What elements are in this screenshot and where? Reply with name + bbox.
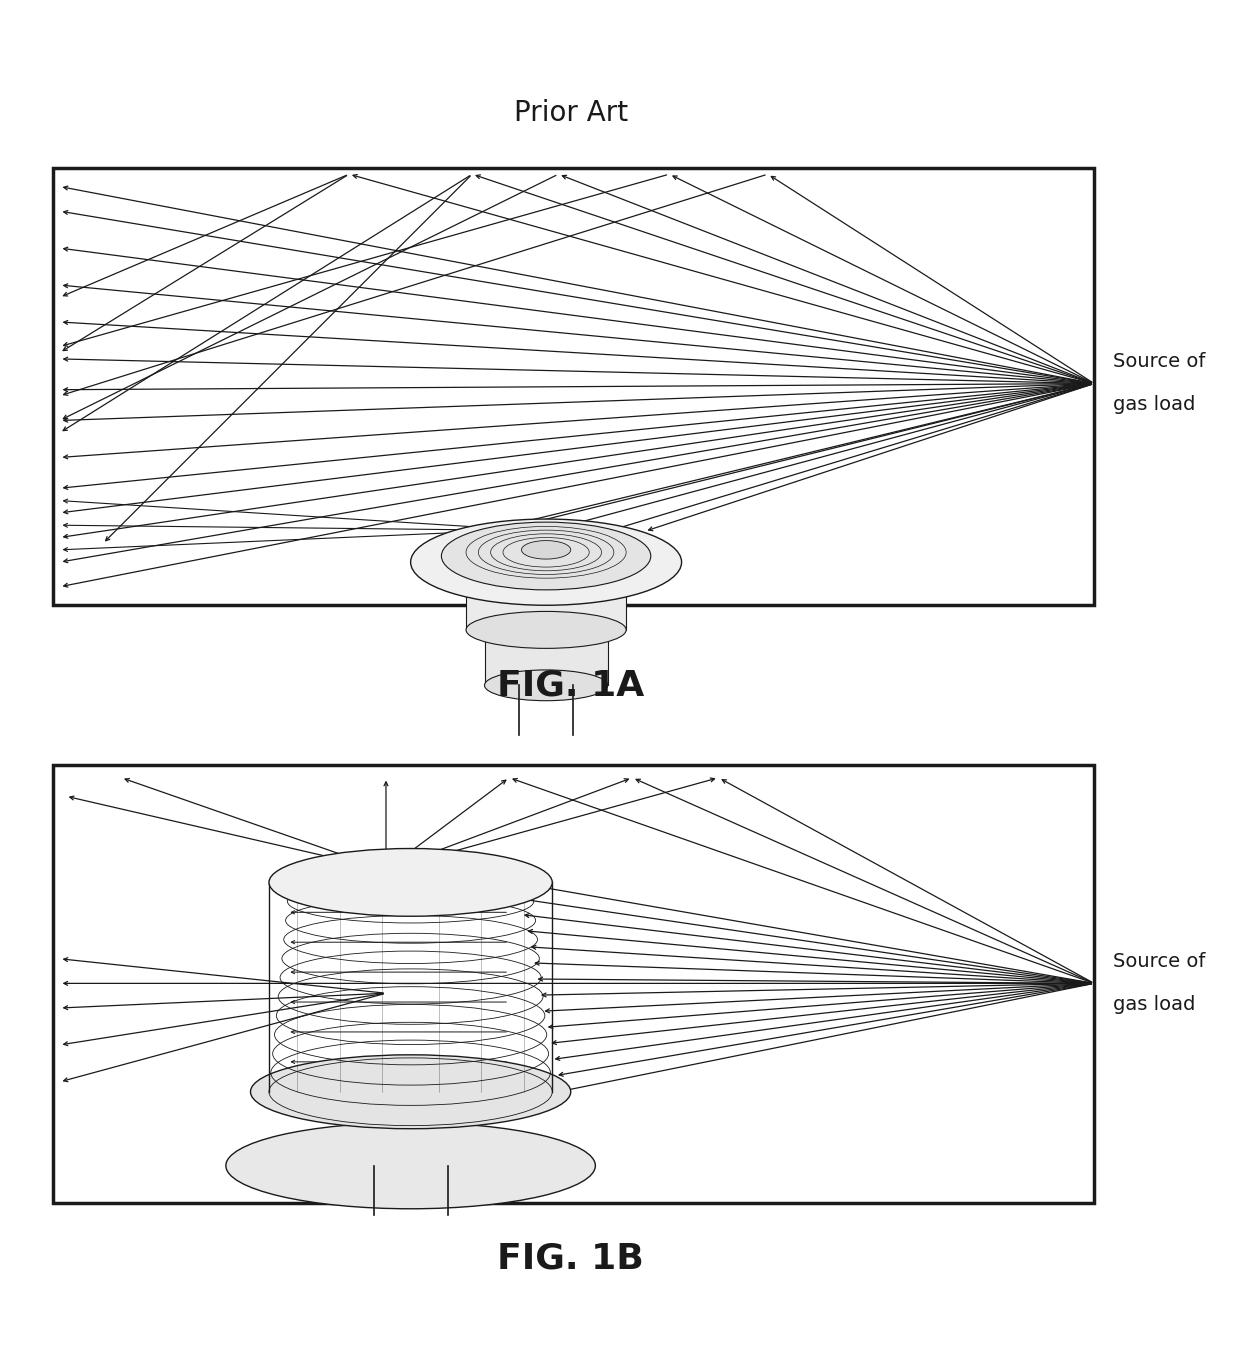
Bar bbox=[53, 766, 1094, 1202]
Ellipse shape bbox=[522, 541, 570, 559]
Ellipse shape bbox=[250, 1055, 570, 1129]
Text: gas load: gas load bbox=[1112, 995, 1195, 1014]
Ellipse shape bbox=[226, 1123, 595, 1209]
Ellipse shape bbox=[485, 670, 608, 701]
Bar bbox=[53, 168, 1094, 606]
Text: gas load: gas load bbox=[1112, 396, 1195, 415]
Polygon shape bbox=[485, 630, 608, 685]
Text: FIG. 1B: FIG. 1B bbox=[497, 1241, 644, 1275]
Ellipse shape bbox=[410, 520, 682, 606]
Ellipse shape bbox=[269, 848, 552, 917]
Text: Prior Art: Prior Art bbox=[513, 98, 627, 127]
Polygon shape bbox=[466, 568, 626, 630]
Ellipse shape bbox=[466, 611, 626, 649]
Text: FIG. 1A: FIG. 1A bbox=[497, 669, 645, 703]
Text: Source of: Source of bbox=[1112, 353, 1205, 371]
Text: Source of: Source of bbox=[1112, 952, 1205, 970]
Ellipse shape bbox=[441, 522, 651, 590]
